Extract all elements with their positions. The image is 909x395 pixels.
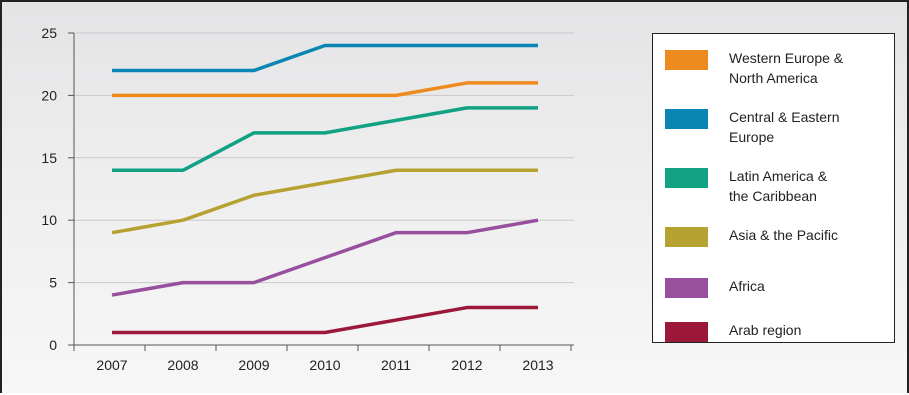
legend-swatch <box>665 227 708 247</box>
series-line-1 <box>112 43 538 73</box>
series-line-5 <box>112 305 538 335</box>
legend-item: Western Europe & North America <box>665 48 890 92</box>
legend-item: Asia & the Pacific <box>665 225 890 269</box>
x-tick-label: 2008 <box>167 357 198 373</box>
legend-label: Africa <box>729 278 765 294</box>
series-line-0 <box>112 81 538 98</box>
y-tick-label: 25 <box>41 25 57 41</box>
legend-item: Arab region <box>665 320 890 364</box>
axes: 0 5 10 15 20 25 2007 2008 2009 2010 2011 2012 2013 <box>41 25 574 373</box>
legend-swatch <box>665 109 708 129</box>
legend-item: Latin America & the Caribbean <box>665 166 890 210</box>
x-tick-label: 2009 <box>238 357 269 373</box>
legend-label: Latin America & the Caribbean <box>729 168 828 204</box>
y-tick-label: 20 <box>41 87 57 103</box>
legend-label: Central & Eastern Europe <box>729 109 840 145</box>
series-line-4 <box>111 218 539 297</box>
series-lines <box>111 43 539 335</box>
legend-label: Western Europe & North America <box>729 50 844 86</box>
legend: Western Europe & North America Central & … <box>652 33 895 343</box>
legend-swatch <box>665 278 708 298</box>
series-line-2 <box>112 106 538 173</box>
x-tick-label: 2011 <box>381 357 411 373</box>
x-tick-label: 2012 <box>451 357 482 373</box>
legend-label: Arab region <box>729 322 802 338</box>
series-line-3 <box>111 168 538 235</box>
x-tick-label: 2010 <box>309 357 340 373</box>
y-tick-label: 0 <box>49 337 57 353</box>
legend-swatch <box>665 50 708 70</box>
y-tick-label: 15 <box>41 150 57 166</box>
legend-swatch <box>665 168 708 188</box>
y-tick-label: 5 <box>49 275 57 291</box>
x-tick-label: 2013 <box>522 357 553 373</box>
x-tick-label: 2007 <box>96 357 127 373</box>
legend-label: Asia & the Pacific <box>729 227 838 243</box>
legend-swatch <box>665 322 708 342</box>
legend-item: Central & Eastern Europe <box>665 107 890 151</box>
legend-item: Africa <box>665 276 890 320</box>
y-tick-label: 10 <box>41 212 57 228</box>
